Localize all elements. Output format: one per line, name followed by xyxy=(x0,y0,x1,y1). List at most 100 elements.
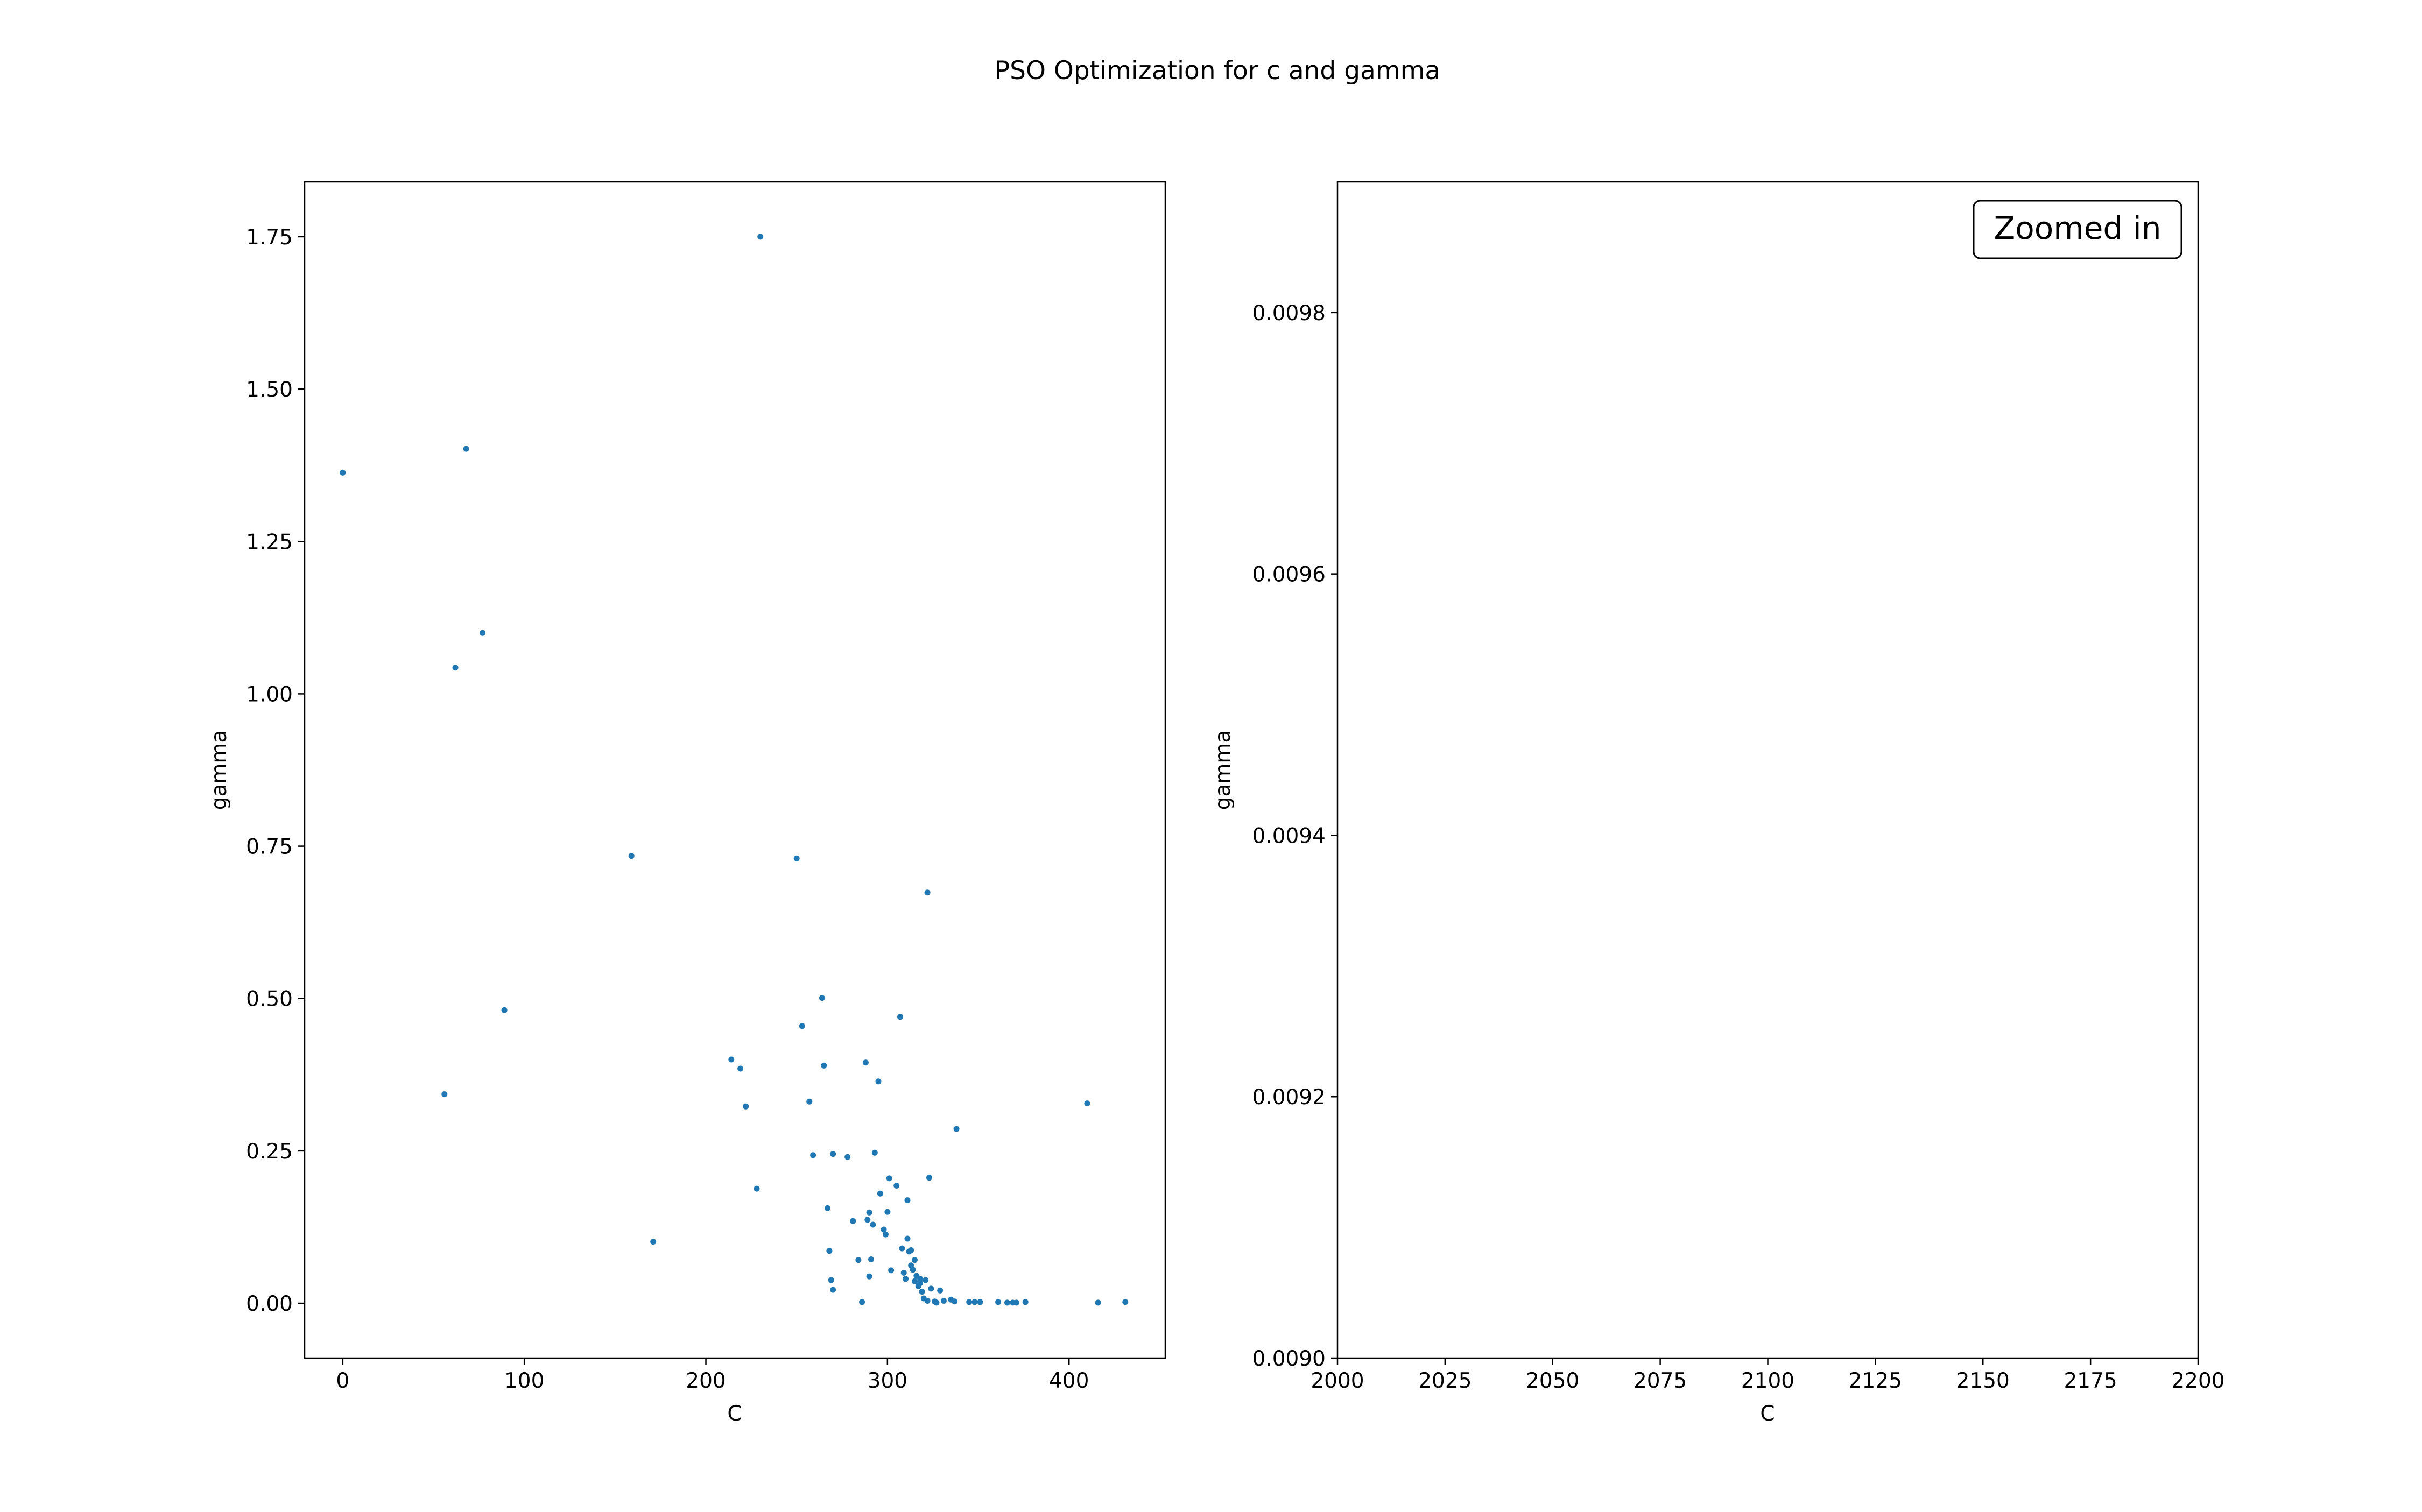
data-point-left-27 xyxy=(859,1299,865,1305)
y-axis-label-left: gamma xyxy=(207,730,231,810)
scatter-plot-right: 2000 2025 2050 2075 2100 2125 2150 2175 2200 0.0… xyxy=(1211,181,2225,1426)
y-tick-label-left-1: 0.25 xyxy=(246,1140,293,1164)
data-point-left-52 xyxy=(910,1267,916,1273)
x-tick-label-right-5: 2125 xyxy=(1849,1369,1902,1393)
data-point-left-10 xyxy=(743,1103,749,1110)
data-point-left-13 xyxy=(793,855,800,861)
y-tick-label-left-4: 1.00 xyxy=(246,682,293,706)
data-point-left-47 xyxy=(904,1197,911,1204)
data-point-left-36 xyxy=(877,1190,883,1197)
data-point-left-25 xyxy=(850,1218,856,1224)
data-point-left-24 xyxy=(844,1154,851,1160)
data-point-left-5 xyxy=(501,1007,508,1013)
data-point-left-53 xyxy=(912,1257,918,1263)
data-point-left-20 xyxy=(826,1248,833,1254)
x-axis-label-left: C xyxy=(727,1402,742,1426)
data-point-left-4 xyxy=(480,630,486,636)
data-point-left-42 xyxy=(893,1183,900,1189)
data-point-left-62 xyxy=(924,1298,931,1304)
data-point-left-43 xyxy=(897,1014,903,1020)
data-point-left-9 xyxy=(737,1065,744,1072)
data-point-left-23 xyxy=(830,1151,836,1157)
data-point-left-81 xyxy=(1084,1100,1090,1107)
data-point-left-80 xyxy=(1022,1299,1029,1305)
y-tick-label-right-2: 0.0094 xyxy=(1252,824,1326,848)
data-point-left-65 xyxy=(928,1285,934,1292)
data-point-left-75 xyxy=(977,1299,983,1305)
data-point-left-72 xyxy=(953,1126,960,1132)
data-point-left-69 xyxy=(940,1298,947,1304)
data-point-left-0 xyxy=(340,469,346,476)
x-ticks-left: 0 100 200 300 400 xyxy=(336,1358,1089,1393)
plot-area-left xyxy=(305,182,1165,1358)
x-tick-label-right-6: 2150 xyxy=(1956,1369,2010,1393)
figure-title: PSO Optimization for c and gamma xyxy=(995,56,1440,86)
x-tick-label-right-2: 2050 xyxy=(1526,1369,1579,1393)
zoom-annotation-frame xyxy=(1973,200,2182,259)
x-tick-label-right-7: 2175 xyxy=(2064,1369,2117,1393)
data-point-left-15 xyxy=(806,1098,813,1105)
x-tick-label-left-0: 0 xyxy=(336,1369,349,1393)
data-point-left-54 xyxy=(912,1278,918,1284)
data-point-left-21 xyxy=(828,1277,834,1283)
x-tick-label-right-0: 2000 xyxy=(1311,1369,1364,1393)
data-point-left-48 xyxy=(904,1235,911,1242)
data-point-left-37 xyxy=(881,1226,887,1233)
plot-frame-left xyxy=(304,181,1166,1359)
scatter-plot-left: 0 100 200 300 400 0.00 0.25 0.50 0.75 1.00 1.25 1.… xyxy=(207,181,1166,1426)
data-point-left-6 xyxy=(628,853,635,859)
x-ticks-right: 2000 2025 2050 2075 2100 2125 2150 2175 2200 xyxy=(1311,1358,2225,1393)
x-tick-label-right-8: 2200 xyxy=(2171,1369,2224,1393)
y-tick-label-left-0: 0.00 xyxy=(246,1292,293,1316)
y-tick-label-right-1: 0.0092 xyxy=(1252,1085,1326,1110)
plot-area-right xyxy=(1337,182,2198,1358)
data-point-left-57 xyxy=(917,1280,924,1287)
data-point-left-30 xyxy=(866,1209,872,1216)
data-point-left-83 xyxy=(1122,1299,1129,1305)
data-point-left-59 xyxy=(919,1289,925,1295)
zoom-annotation-box: Zoomed in xyxy=(1973,200,2182,259)
data-point-left-38 xyxy=(883,1231,889,1238)
data-point-left-33 xyxy=(870,1221,876,1228)
data-point-left-79 xyxy=(1013,1299,1019,1306)
data-point-left-63 xyxy=(924,889,931,896)
x-axis-label-right: C xyxy=(1760,1402,1775,1426)
data-point-left-40 xyxy=(886,1175,892,1182)
data-point-left-32 xyxy=(868,1256,874,1262)
y-tick-label-left-2: 0.50 xyxy=(246,987,293,1012)
data-point-left-67 xyxy=(933,1299,940,1306)
data-point-left-68 xyxy=(937,1287,944,1294)
x-tick-label-left-2: 200 xyxy=(686,1369,726,1393)
data-point-left-77 xyxy=(1004,1299,1010,1306)
data-point-left-41 xyxy=(888,1267,895,1274)
x-tick-label-left-3: 300 xyxy=(868,1369,907,1393)
data-point-left-22 xyxy=(830,1287,836,1293)
y-tick-label-left-6: 1.50 xyxy=(246,378,293,402)
data-point-left-17 xyxy=(819,995,825,1001)
data-point-left-64 xyxy=(926,1175,932,1181)
data-point-left-19 xyxy=(825,1205,830,1211)
data-point-left-26 xyxy=(855,1257,862,1263)
y-tick-label-right-3: 0.0096 xyxy=(1252,563,1326,587)
data-point-left-82 xyxy=(1095,1299,1101,1306)
data-point-left-45 xyxy=(900,1269,907,1276)
data-point-left-46 xyxy=(903,1276,909,1282)
zoom-annotation-label: Zoomed in xyxy=(1994,210,2161,246)
x-tick-label-left-1: 100 xyxy=(504,1369,544,1393)
data-point-left-61 xyxy=(923,1277,929,1283)
y-ticks-right: 0.0090 0.0092 0.0094 0.0096 0.0098 xyxy=(1252,301,1337,1371)
x-tick-label-left-4: 400 xyxy=(1049,1369,1089,1393)
data-point-left-34 xyxy=(871,1149,878,1156)
x-tick-label-right-3: 2075 xyxy=(1634,1369,1687,1393)
data-point-left-76 xyxy=(995,1299,1002,1305)
y-axis-label-right: gamma xyxy=(1211,730,1235,810)
data-point-left-29 xyxy=(864,1217,871,1223)
data-point-left-18 xyxy=(821,1062,827,1069)
data-point-left-3 xyxy=(463,446,469,452)
data-point-left-28 xyxy=(862,1059,869,1066)
y-tick-label-right-4: 0.0098 xyxy=(1252,301,1326,326)
data-point-left-74 xyxy=(971,1299,978,1305)
data-point-left-44 xyxy=(899,1245,905,1252)
data-point-left-73 xyxy=(966,1299,973,1305)
data-point-left-35 xyxy=(875,1078,882,1085)
